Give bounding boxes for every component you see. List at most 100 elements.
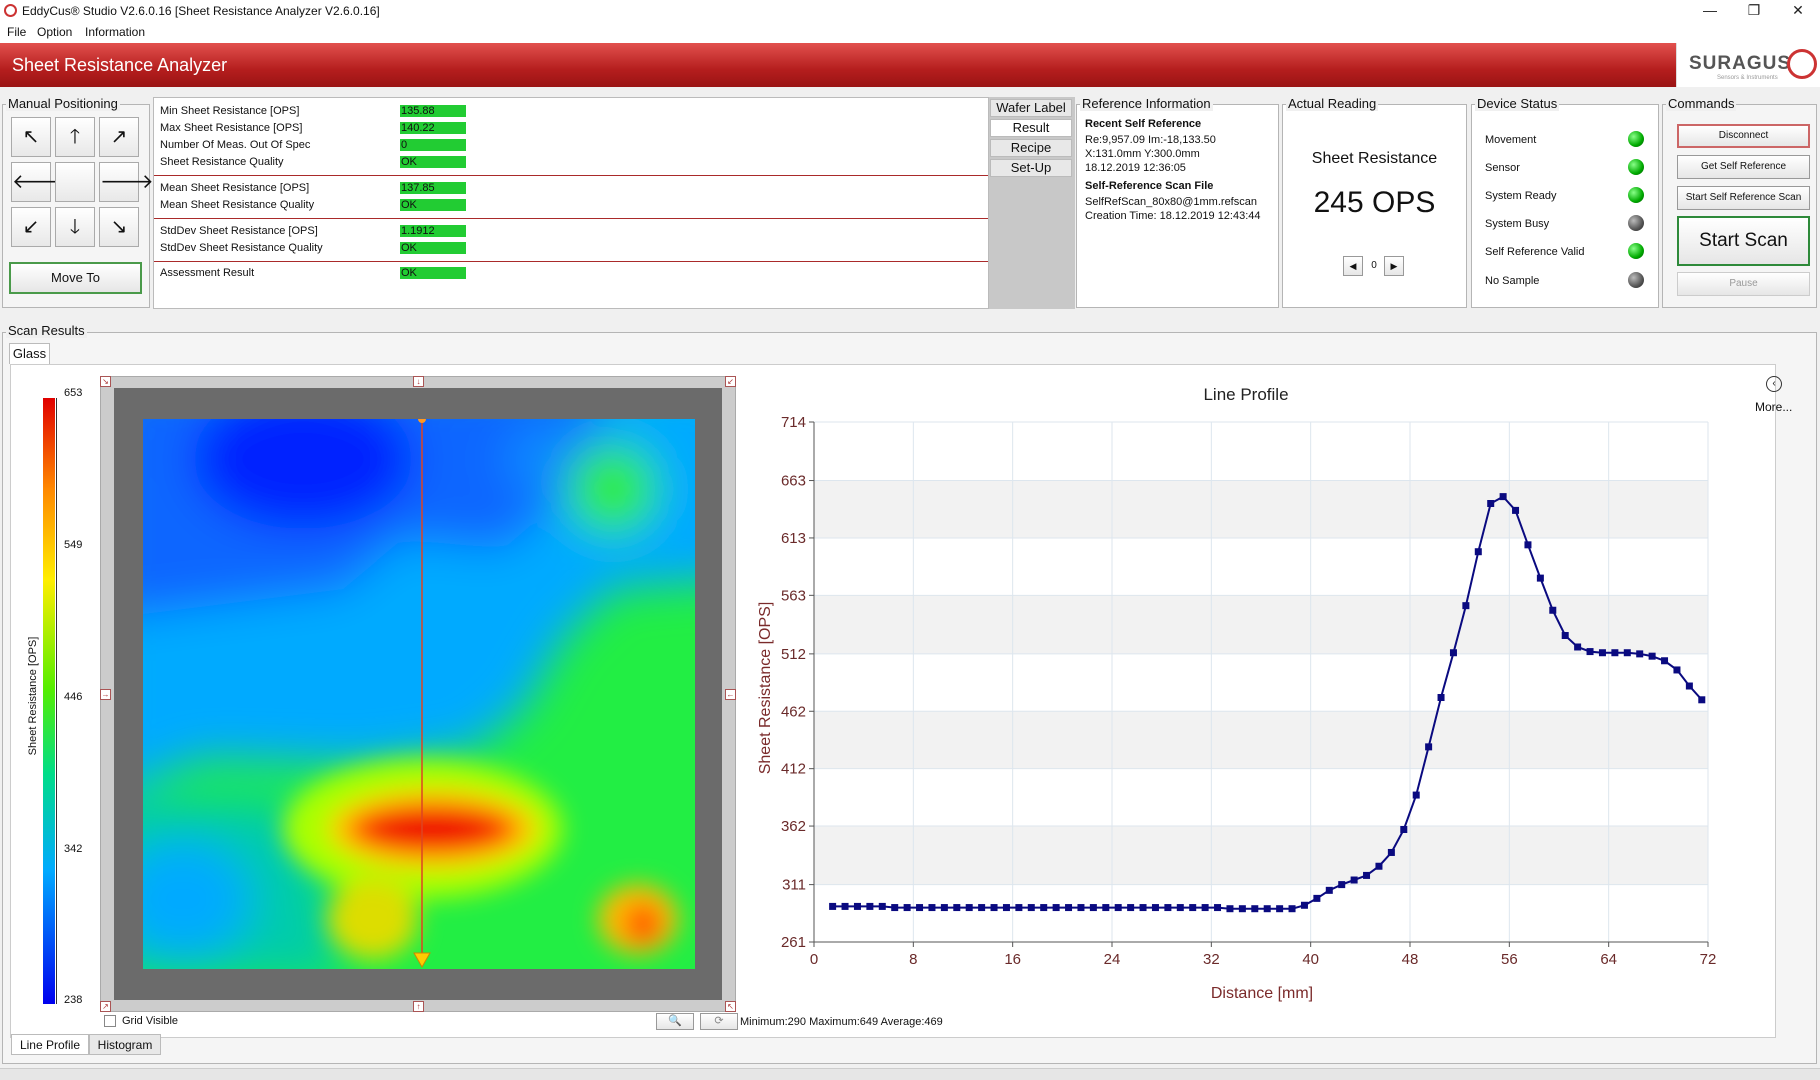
more-link[interactable]: More...	[1755, 400, 1793, 414]
x-tick-label: 8	[909, 951, 917, 968]
data-point	[1412, 791, 1420, 799]
status-led-icon	[1628, 243, 1644, 259]
data-point	[1263, 905, 1271, 913]
device-status-self-reference-valid: Self Reference Valid	[1485, 246, 1585, 258]
reference-info-label: Reference Information	[1080, 96, 1213, 111]
zoom-search-icon[interactable]: 🔍	[656, 1013, 694, 1030]
resize-handle-icon[interactable]: ↙	[725, 376, 736, 387]
reference-line: Creation Time: 18.12.2019 12:43:44	[1085, 210, 1261, 222]
resize-handle-icon[interactable]: ↓	[413, 376, 424, 387]
resize-handle-icon[interactable]: ←	[725, 689, 736, 700]
grid-visible-checkbox[interactable]	[104, 1015, 116, 1027]
minimize-button[interactable]: —	[1703, 2, 1717, 18]
data-point	[853, 902, 861, 910]
data-point	[1052, 904, 1060, 912]
data-point	[1536, 574, 1544, 582]
x-tick-label: 72	[1700, 951, 1717, 968]
move-up-right-button[interactable]: ↗	[99, 117, 139, 157]
maximize-button[interactable]: ❐	[1747, 2, 1761, 18]
data-point	[1251, 905, 1259, 913]
data-point	[940, 904, 948, 912]
refresh-icon[interactable]: ⟳	[700, 1013, 738, 1030]
disconnect-button[interactable]: Disconnect	[1677, 124, 1810, 148]
y-tick-label: 362	[781, 818, 806, 835]
tab-result[interactable]: Result	[990, 119, 1072, 137]
get-self-reference-button[interactable]: Get Self Reference	[1677, 155, 1810, 179]
actual-reading-value: 245 OPS	[1313, 186, 1436, 219]
device-status-movement: Movement	[1485, 134, 1537, 146]
data-point	[1276, 905, 1284, 913]
data-point	[1561, 632, 1569, 640]
data-point	[1425, 743, 1433, 751]
status-bar	[0, 1068, 1820, 1080]
app-header: Sheet Resistance Analyzer	[0, 43, 1820, 87]
resize-handle-icon[interactable]: ↖	[725, 1001, 736, 1012]
sheet-resistance-heatmap[interactable]	[143, 419, 695, 969]
data-point	[978, 904, 986, 912]
reference-line: X:131.0mm Y:300.0mm	[1085, 148, 1200, 160]
resize-handle-icon[interactable]: ↑	[413, 1001, 424, 1012]
grid-band	[814, 711, 1708, 769]
move-up-button[interactable]: 🡑	[55, 117, 95, 157]
status-led-icon	[1628, 159, 1644, 175]
data-point	[1673, 666, 1681, 674]
tab-histogram[interactable]: Histogram	[89, 1034, 161, 1055]
data-point	[1214, 904, 1222, 912]
pause-button[interactable]: Pause	[1677, 272, 1810, 296]
move-up-left-button[interactable]: ↖	[11, 117, 51, 157]
data-point	[953, 904, 961, 912]
data-point	[1549, 606, 1557, 614]
data-point	[1300, 901, 1308, 909]
move-left-button[interactable]: 🡐	[11, 162, 66, 202]
reference-info-group	[1076, 104, 1279, 308]
device-status-system-ready: System Ready	[1485, 190, 1557, 202]
menu-option[interactable]: Option	[37, 25, 73, 39]
data-point	[866, 902, 874, 910]
x-tick-label: 16	[1004, 951, 1021, 968]
colorbar	[43, 398, 55, 1004]
move-to-button[interactable]: Move To	[9, 262, 142, 294]
data-point	[965, 904, 973, 912]
start-scan-button[interactable]: Start Scan	[1677, 216, 1810, 266]
data-point	[1002, 904, 1010, 912]
data-point	[1623, 649, 1631, 657]
menu-file[interactable]: File	[7, 25, 27, 39]
tab-glass[interactable]: Glass	[9, 343, 50, 364]
divider	[154, 175, 988, 176]
tab-set-up[interactable]: Set-Up	[990, 159, 1072, 177]
result-label: StdDev Sheet Resistance Quality	[160, 242, 323, 254]
close-button[interactable]: ✕	[1792, 2, 1804, 18]
data-point	[1698, 696, 1706, 704]
result-label: Min Sheet Resistance [OPS]	[160, 105, 300, 117]
result-value: OK	[400, 199, 466, 211]
resize-handle-icon[interactable]: →	[100, 689, 111, 700]
start-self-reference-scan-button[interactable]: Start Self Reference Scan	[1677, 186, 1810, 210]
device-status-group	[1471, 104, 1659, 308]
device-status-system-busy: System Busy	[1485, 218, 1550, 230]
tab-wafer-label[interactable]: Wafer Label	[990, 99, 1072, 117]
move-down-right-button[interactable]: ↘	[99, 207, 139, 247]
menu-information[interactable]: Information	[85, 25, 146, 39]
logo-text: SURAGUS	[1689, 53, 1792, 74]
move-right-button[interactable]: 🡒	[99, 162, 154, 202]
resize-handle-icon[interactable]: ↗	[100, 1001, 111, 1012]
colorbar-tick: 549	[64, 539, 83, 551]
next-channel-button[interactable]: ▶	[1384, 256, 1404, 276]
data-point	[1524, 541, 1532, 549]
status-led-icon	[1628, 187, 1644, 203]
resize-handle-icon[interactable]: ↘	[100, 376, 111, 387]
grid-band	[814, 826, 1708, 885]
data-point	[841, 902, 849, 910]
device-status-label: Device Status	[1475, 96, 1560, 111]
move-down-left-button[interactable]: ↙	[11, 207, 51, 247]
previous-channel-button[interactable]: ◀	[1343, 256, 1363, 276]
line-profile-chart[interactable]: 0 8 16 24 32 40 48 56 64 72 261 311 362 412 462 512 563…	[740, 376, 1754, 1012]
move-down-button[interactable]: 🡓	[55, 207, 95, 247]
data-point	[1040, 904, 1048, 912]
data-point	[1015, 904, 1023, 912]
tab-line-profile[interactable]: Line Profile	[11, 1034, 89, 1055]
center-button[interactable]	[55, 162, 95, 202]
more-chevron-icon[interactable]: ‹	[1766, 376, 1782, 392]
data-point	[1127, 904, 1135, 912]
tab-recipe[interactable]: Recipe	[990, 139, 1072, 157]
